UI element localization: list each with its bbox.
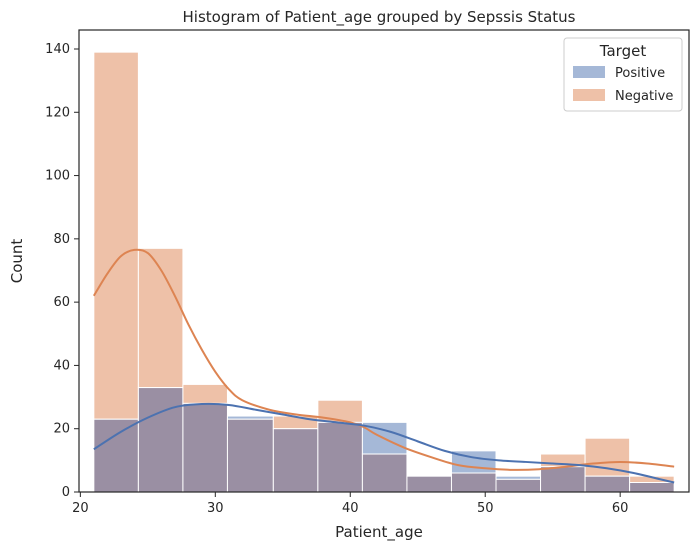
hist-bar-negative-2: [182, 383, 228, 404]
x-tick-label-20: 20: [72, 501, 89, 516]
hist-bar-overlap-11: [584, 475, 631, 493]
y-tick-label-60: 60: [53, 295, 70, 310]
hist-bar-overlap-3: [226, 418, 274, 493]
hist-bar-overlap-6: [361, 453, 408, 493]
kde-line-negative: [92, 248, 675, 471]
chart-title: Histogram of Patient_age grouped by Seps…: [183, 8, 576, 27]
legend: Target Positive Negative: [563, 37, 683, 112]
hist-bar-negative-5: [317, 399, 363, 423]
hist-bar-negative-4: [272, 415, 319, 430]
kde-layer: [92, 248, 675, 484]
hist-bar-overlap-7: [406, 475, 452, 493]
legend-swatch-negative: [573, 89, 605, 101]
x-tick-label-30: 30: [207, 501, 224, 516]
hist-bar-overlap-8: [450, 472, 497, 493]
hist-bar-overlap-5: [317, 421, 363, 493]
x-axis: 20 30 40 50 60: [72, 492, 628, 516]
hist-bar-overlap-4: [272, 428, 319, 493]
y-tick-label-140: 140: [45, 42, 70, 57]
plot-frame: [78, 29, 690, 493]
x-tick-label-50: 50: [477, 501, 494, 516]
hist-bar-overlap-2: [182, 402, 228, 493]
hist-bar-negative-0: [93, 51, 139, 420]
bars-layer: [93, 51, 675, 493]
y-axis-label: Count: [8, 239, 26, 284]
hist-bar-overlap-9: [495, 478, 542, 493]
legend-title: Target: [599, 42, 647, 60]
y-tick-label-120: 120: [45, 105, 70, 120]
hist-bar-negative-1: [137, 247, 184, 389]
hist-bar-overlap-1: [137, 387, 184, 493]
y-axis: 0 20 40 60 80 100 120 140: [45, 42, 79, 500]
kde-line-positive: [93, 402, 675, 484]
y-tick-label-100: 100: [45, 169, 70, 184]
hist-bar-overlap-0: [93, 418, 139, 493]
legend-label-negative: Negative: [615, 89, 673, 104]
x-axis-label: Patient_age: [335, 523, 423, 542]
legend-label-positive: Positive: [615, 66, 665, 81]
hist-bar-overlap-12: [629, 482, 675, 493]
y-tick-label-80: 80: [53, 232, 70, 247]
y-tick-label-20: 20: [53, 422, 70, 437]
y-tick-label-0: 0: [62, 485, 70, 500]
x-tick-label-40: 40: [342, 501, 359, 516]
y-tick-label-40: 40: [53, 358, 70, 373]
legend-swatch-positive: [573, 66, 605, 78]
x-tick-label-60: 60: [612, 501, 629, 516]
hist-bar-overlap-10: [540, 466, 586, 493]
